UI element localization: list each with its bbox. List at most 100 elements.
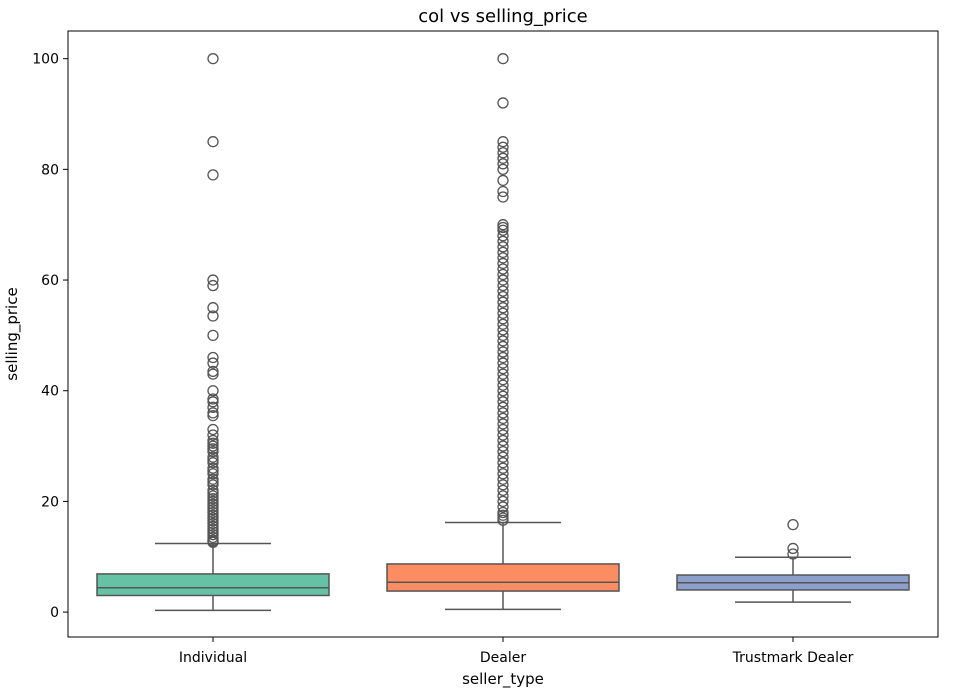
outlier-point xyxy=(497,490,509,502)
outlier-point xyxy=(497,434,509,447)
outlier-point xyxy=(207,479,219,491)
outlier-point xyxy=(207,401,219,413)
outlier-point xyxy=(497,318,509,330)
outlier-point xyxy=(207,536,219,549)
x-tick-label: Trustmark Dealer xyxy=(732,650,854,666)
outlier-point xyxy=(207,495,219,508)
outlier-point xyxy=(207,504,219,516)
outlier-point xyxy=(207,429,219,441)
outlier-point xyxy=(497,246,509,259)
y-tick-label: 0 xyxy=(50,605,59,621)
outlier-point xyxy=(497,351,509,364)
outlier-point xyxy=(497,509,509,521)
y-tick-label: 60 xyxy=(41,273,59,289)
outlier-point xyxy=(497,324,509,336)
outlier-point xyxy=(497,241,509,253)
outlier-point xyxy=(207,484,219,496)
outlier-point xyxy=(497,163,509,176)
outlier-point xyxy=(207,274,219,286)
outlier-point xyxy=(497,274,509,286)
outlier-point xyxy=(207,434,219,447)
outlier-point xyxy=(497,473,509,485)
outlier-point xyxy=(207,509,219,521)
outlier-point xyxy=(497,224,509,236)
outlier-point xyxy=(497,191,509,203)
outlier-point xyxy=(207,365,219,378)
outlier-point xyxy=(497,147,509,159)
outlier-point xyxy=(497,412,509,425)
outlier-point xyxy=(207,279,219,292)
outlier-point xyxy=(497,495,509,508)
outlier-point xyxy=(497,174,509,187)
outlier-point xyxy=(497,158,509,170)
outlier-point xyxy=(497,445,509,458)
outlier-point xyxy=(497,152,509,164)
outlier-point xyxy=(497,219,509,231)
outlier-point xyxy=(207,169,219,181)
outlier-point xyxy=(497,501,509,513)
outlier-point xyxy=(497,390,509,402)
box-group xyxy=(676,519,910,603)
y-tick-label: 40 xyxy=(41,384,59,400)
outlier-point xyxy=(497,279,509,292)
outlier-point xyxy=(207,473,219,485)
outlier-point xyxy=(207,423,219,436)
outlier-point xyxy=(787,542,799,555)
outlier-point xyxy=(207,385,219,397)
outlier-point xyxy=(207,506,219,519)
outlier-point xyxy=(207,520,219,532)
outlier-point xyxy=(497,340,509,353)
outlier-point xyxy=(207,512,219,524)
outlier-point xyxy=(497,357,509,369)
x-axis-label: seller_type xyxy=(462,670,544,689)
outlier-point xyxy=(207,437,219,449)
box-group xyxy=(96,53,330,612)
outlier-point xyxy=(787,519,799,531)
outlier-point xyxy=(497,396,509,408)
chart-title: col vs selling_price xyxy=(418,6,587,27)
outlier-point xyxy=(207,407,219,419)
outlier-point xyxy=(497,290,509,303)
outlier-point xyxy=(207,409,219,422)
outlier-point xyxy=(207,492,219,505)
outlier-point xyxy=(207,468,219,480)
outlier-point xyxy=(207,440,219,452)
outlier-point xyxy=(207,528,219,541)
y-axis-label: selling_price xyxy=(3,287,22,380)
outlier-point xyxy=(207,457,219,469)
outlier-point xyxy=(497,252,509,264)
outlier-point xyxy=(207,517,219,530)
outlier-point xyxy=(497,221,509,234)
y-tick-label: 100 xyxy=(32,52,59,68)
outlier-point xyxy=(497,379,509,391)
outlier-point xyxy=(207,490,219,502)
outlier-point xyxy=(497,451,509,463)
outlier-point xyxy=(497,97,509,109)
outlier-point xyxy=(497,457,509,469)
outlier-point xyxy=(497,302,509,314)
outlier-point xyxy=(787,548,799,560)
outlier-point xyxy=(497,268,509,281)
outlier-point xyxy=(497,185,509,198)
outlier-point xyxy=(497,53,509,65)
outlier-point xyxy=(497,136,509,148)
outlier-point xyxy=(207,329,219,342)
box-iqr xyxy=(386,563,620,592)
outlier-point xyxy=(207,451,219,463)
outlier-point xyxy=(207,487,219,499)
outlier-point xyxy=(207,53,219,65)
outlier-point xyxy=(497,385,509,397)
outlier-point xyxy=(497,506,509,519)
x-tick-label: Individual xyxy=(179,650,247,666)
x-tick-label: Dealer xyxy=(480,650,526,666)
outlier-point xyxy=(207,393,219,405)
outlier-point xyxy=(497,285,509,297)
outlier-point xyxy=(497,423,509,436)
outlier-point xyxy=(497,307,509,319)
outlier-point xyxy=(497,374,509,386)
outlier-point xyxy=(497,313,509,325)
outlier-point xyxy=(497,468,509,480)
y-axis: 0 20 40 60 80 100 xyxy=(32,52,68,621)
outlier-point xyxy=(207,476,219,488)
